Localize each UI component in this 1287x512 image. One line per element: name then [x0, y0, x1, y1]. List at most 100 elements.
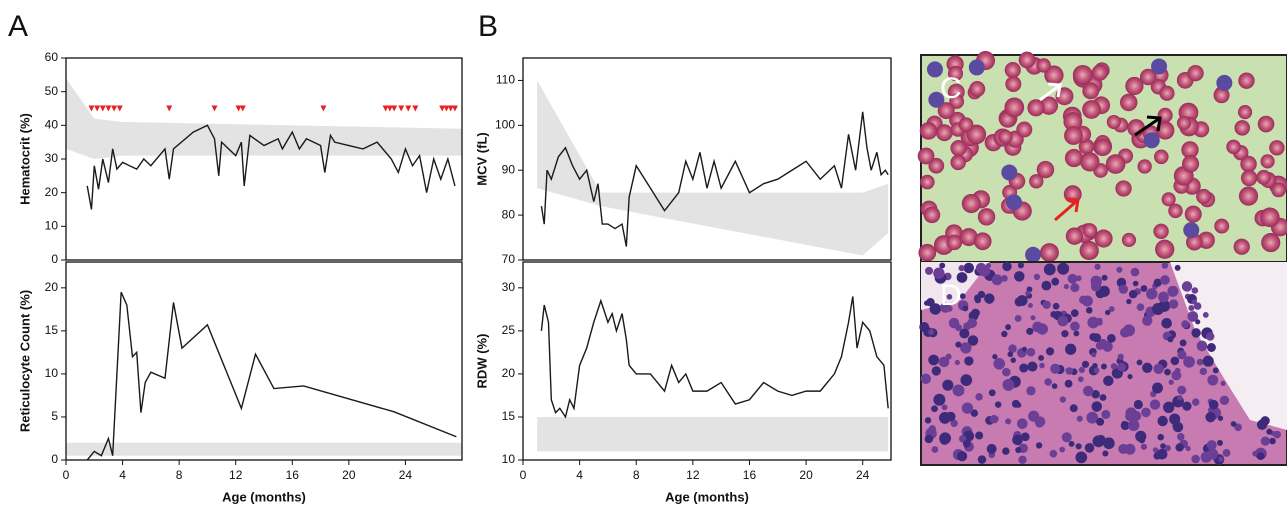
cell [1206, 440, 1217, 451]
cell [977, 290, 986, 299]
panel-label: C [940, 72, 962, 105]
cell [1191, 454, 1200, 464]
cell [1167, 336, 1174, 343]
cell [1115, 180, 1132, 197]
cell [1016, 418, 1028, 429]
cell [1196, 340, 1208, 352]
cell [1018, 51, 1036, 69]
cell [967, 318, 978, 329]
cell [1217, 415, 1224, 421]
x-tick-label: 4 [576, 468, 583, 482]
cell [1205, 411, 1216, 423]
cell [1233, 238, 1250, 255]
cell [1057, 315, 1069, 327]
y-axis-title: Reticulocyte Count (%) [17, 290, 32, 432]
cell [1075, 451, 1088, 464]
cell [950, 139, 967, 157]
cell [1050, 363, 1061, 374]
y-tick-label: 15 [45, 323, 59, 337]
x-tick-label: 12 [686, 468, 700, 482]
cell [1261, 233, 1281, 253]
cell [1187, 64, 1204, 82]
cell [1061, 330, 1069, 338]
x-tick-label: 4 [119, 468, 126, 482]
cell [919, 322, 930, 332]
cell [926, 61, 943, 78]
cell [998, 129, 1013, 144]
y-tick-label: 10 [45, 366, 59, 380]
cell [1181, 141, 1199, 159]
cell [1168, 379, 1174, 385]
cell [1161, 317, 1172, 329]
cell [1120, 327, 1131, 338]
cell [1137, 159, 1152, 174]
x-tick-label: 8 [633, 468, 640, 482]
y-tick-label: 60 [45, 50, 59, 64]
cell [937, 102, 955, 120]
y-tick-label: 0 [51, 452, 58, 466]
cell [933, 267, 945, 279]
panel-label: A [8, 10, 28, 43]
cell [928, 354, 940, 366]
cell [1045, 347, 1055, 356]
cell [1152, 447, 1159, 453]
transfusion-marker [398, 105, 405, 112]
transfusion-marker [439, 105, 446, 112]
cell [1117, 353, 1124, 360]
cell [1042, 300, 1051, 309]
cell [1014, 315, 1022, 322]
cell [1181, 320, 1190, 329]
cell [1260, 416, 1270, 426]
cell [1167, 285, 1179, 297]
cell [1116, 266, 1123, 273]
cell [1181, 155, 1200, 173]
cell [1001, 330, 1008, 338]
cell [1199, 367, 1207, 376]
cell [948, 317, 960, 329]
cell [1159, 85, 1175, 101]
x-tick-label: 0 [63, 468, 70, 482]
data-line [540, 296, 889, 419]
panel-label: B [478, 10, 498, 43]
cell [1169, 413, 1181, 425]
transfusion-marker [382, 105, 389, 112]
cell [1128, 419, 1140, 432]
cell [1017, 262, 1024, 269]
cell [1085, 307, 1093, 314]
cell [1002, 367, 1011, 377]
cell [1030, 315, 1036, 321]
cell [1153, 223, 1169, 239]
cell [928, 328, 935, 335]
cell [1094, 138, 1112, 156]
cell [1234, 423, 1242, 432]
cell [1153, 363, 1164, 375]
cell [917, 147, 935, 165]
transfusion-marker [166, 105, 173, 112]
cell [1099, 394, 1107, 401]
cell [1073, 330, 1080, 337]
y-tick-label: 10 [45, 219, 59, 233]
y-tick-label: 50 [45, 84, 59, 98]
cell [1256, 452, 1265, 460]
cell [967, 335, 979, 346]
cell [1002, 378, 1015, 391]
cell [1157, 433, 1164, 441]
cell [1182, 401, 1192, 411]
cell [1155, 239, 1175, 259]
cell [1213, 87, 1230, 104]
transfusion-marker [443, 105, 450, 112]
cell [1091, 389, 1100, 399]
cell [1139, 68, 1157, 86]
transfusion-marker [235, 105, 242, 112]
y-tick-label: 10 [502, 452, 516, 466]
cell [1002, 447, 1010, 455]
y-tick-label: 25 [502, 323, 516, 337]
cell [1012, 434, 1023, 446]
cell [1196, 358, 1204, 366]
cell [1152, 303, 1164, 315]
cell [1026, 347, 1036, 357]
transfusion-marker [116, 105, 123, 112]
cell [1142, 315, 1153, 326]
normal-range [537, 80, 889, 256]
cell [1125, 410, 1136, 422]
